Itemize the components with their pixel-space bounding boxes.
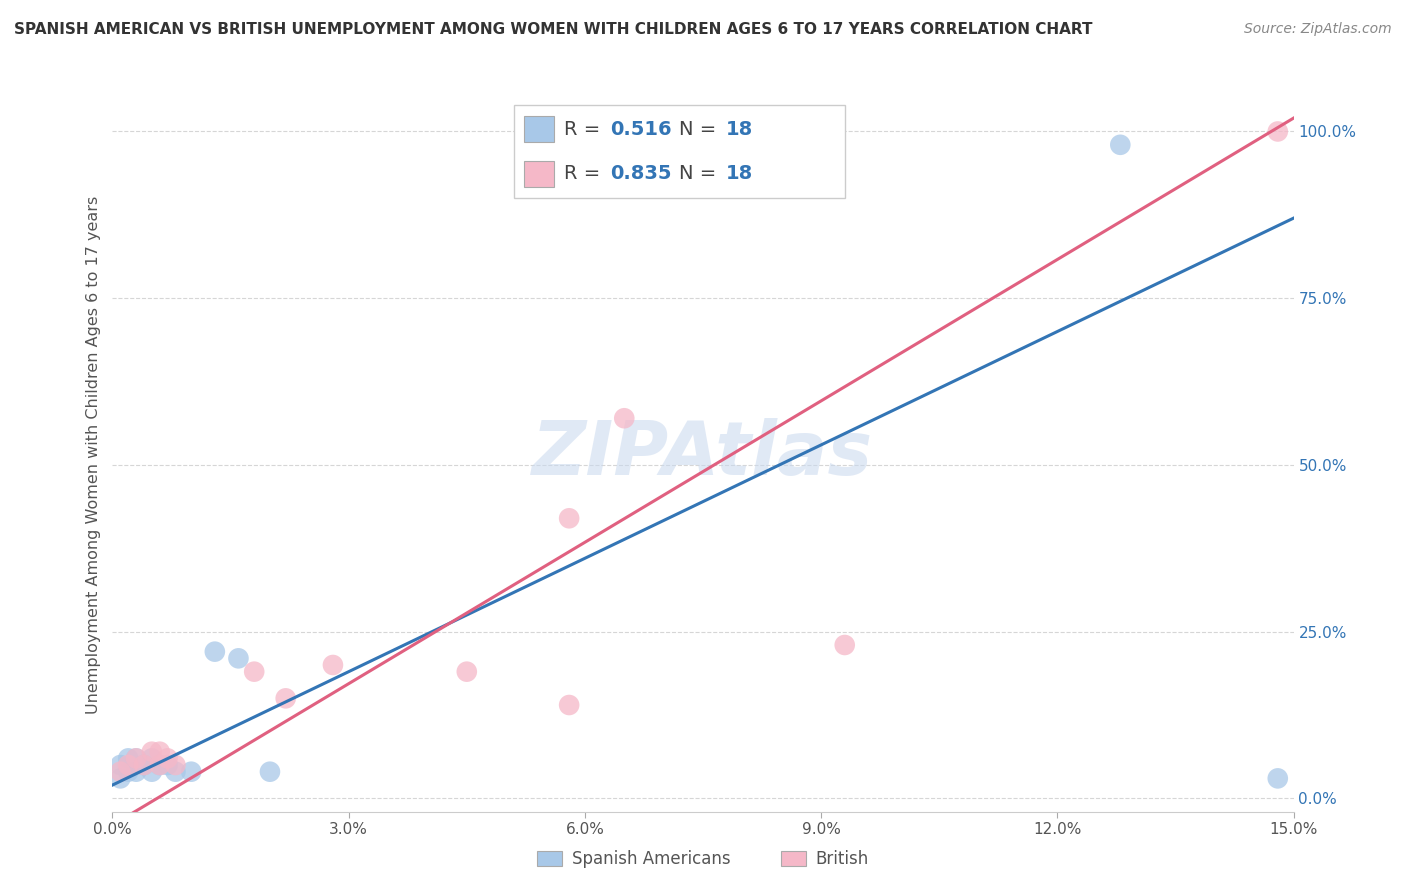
Point xyxy=(132,758,155,772)
Text: ZIPAtlas: ZIPAtlas xyxy=(533,418,873,491)
Point xyxy=(180,764,202,779)
Point xyxy=(125,751,148,765)
Point xyxy=(274,691,297,706)
Point xyxy=(156,758,179,772)
Point xyxy=(1267,124,1289,138)
Point xyxy=(259,764,281,779)
Point xyxy=(110,758,132,772)
Point xyxy=(165,758,187,772)
Y-axis label: Unemployment Among Women with Children Ages 6 to 17 years: Unemployment Among Women with Children A… xyxy=(86,196,101,714)
Point xyxy=(613,411,636,425)
Point xyxy=(228,651,250,665)
Point xyxy=(558,511,581,525)
Point xyxy=(117,751,139,765)
Point xyxy=(156,751,179,765)
Point xyxy=(1109,137,1132,152)
Point xyxy=(149,745,172,759)
Point xyxy=(110,772,132,786)
Point xyxy=(117,758,139,772)
Point xyxy=(125,751,148,765)
Point xyxy=(141,745,163,759)
Point xyxy=(141,764,163,779)
Point xyxy=(165,764,187,779)
Point xyxy=(204,645,226,659)
Point xyxy=(834,638,856,652)
Point xyxy=(141,751,163,765)
Point xyxy=(132,758,155,772)
Legend: Spanish Americans, British: Spanish Americans, British xyxy=(530,844,876,875)
Point xyxy=(558,698,581,712)
Point xyxy=(243,665,266,679)
Point xyxy=(456,665,478,679)
Point xyxy=(1267,772,1289,786)
Point xyxy=(117,764,139,779)
Point xyxy=(149,758,172,772)
Point xyxy=(110,764,132,779)
Text: Source: ZipAtlas.com: Source: ZipAtlas.com xyxy=(1244,22,1392,37)
Point xyxy=(125,764,148,779)
Text: SPANISH AMERICAN VS BRITISH UNEMPLOYMENT AMONG WOMEN WITH CHILDREN AGES 6 TO 17 : SPANISH AMERICAN VS BRITISH UNEMPLOYMENT… xyxy=(14,22,1092,37)
Point xyxy=(322,658,344,673)
Point xyxy=(149,758,172,772)
